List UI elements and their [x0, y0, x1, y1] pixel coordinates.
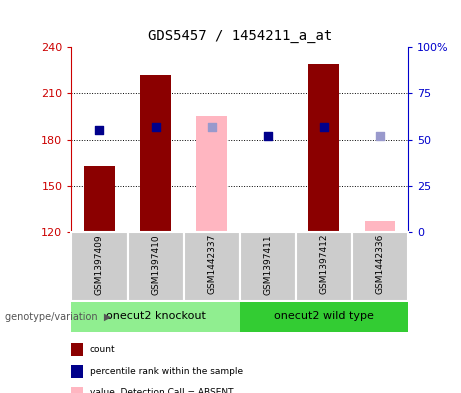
Bar: [71, 232, 128, 301]
Text: GSM1442336: GSM1442336: [375, 234, 384, 294]
Bar: [84, 166, 115, 232]
Text: GSM1397409: GSM1397409: [95, 234, 104, 295]
Bar: [183, 232, 240, 301]
Point: [320, 124, 327, 130]
Bar: [296, 232, 352, 301]
Title: GDS5457 / 1454211_a_at: GDS5457 / 1454211_a_at: [148, 29, 332, 43]
Text: GSM1442337: GSM1442337: [207, 234, 216, 294]
Bar: [128, 232, 183, 301]
Bar: [365, 221, 396, 232]
Bar: [196, 116, 227, 232]
Text: percentile rank within the sample: percentile rank within the sample: [90, 367, 243, 376]
Bar: [71, 302, 240, 332]
Text: value, Detection Call = ABSENT: value, Detection Call = ABSENT: [90, 389, 233, 393]
Text: onecut2 knockout: onecut2 knockout: [106, 311, 206, 321]
Point: [208, 124, 215, 130]
Bar: [352, 232, 408, 301]
Bar: [240, 302, 408, 332]
Bar: [240, 232, 296, 301]
Point: [376, 133, 384, 140]
Text: GSM1397410: GSM1397410: [151, 234, 160, 295]
Bar: [140, 75, 171, 232]
Point: [264, 133, 272, 140]
Point: [96, 127, 103, 133]
Bar: [308, 64, 339, 232]
Text: genotype/variation  ▶: genotype/variation ▶: [5, 312, 111, 322]
Text: count: count: [90, 345, 116, 354]
Point: [152, 124, 160, 130]
Text: GSM1397411: GSM1397411: [263, 234, 272, 295]
Text: onecut2 wild type: onecut2 wild type: [274, 311, 374, 321]
Text: GSM1397412: GSM1397412: [319, 234, 328, 294]
